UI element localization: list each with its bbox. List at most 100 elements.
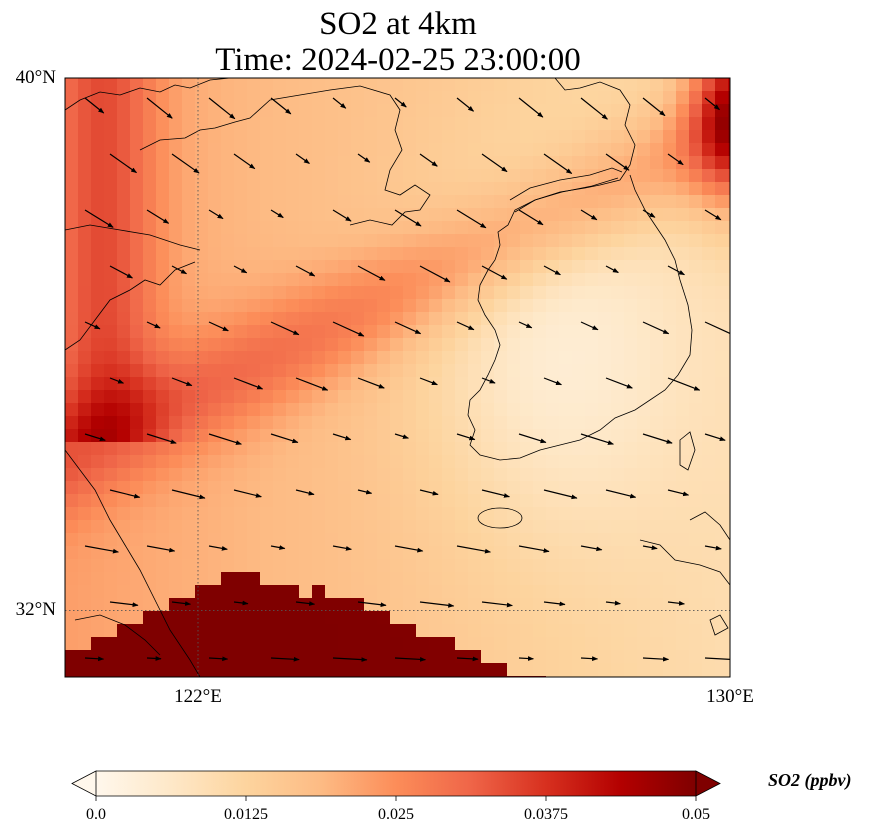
wind-arrow bbox=[642, 97, 666, 117]
wind-arrow bbox=[518, 321, 533, 329]
wind-arrow bbox=[704, 321, 730, 337]
wind-arrow bbox=[394, 209, 422, 227]
wind-arrow bbox=[419, 489, 439, 496]
wind-arrow bbox=[419, 601, 455, 608]
wind-arrow bbox=[704, 209, 722, 221]
wind-arrow bbox=[642, 656, 670, 662]
wind-arrow bbox=[667, 153, 684, 166]
wind-arrow bbox=[233, 489, 262, 498]
wind-arrow bbox=[580, 97, 608, 120]
wind-arrow bbox=[419, 377, 438, 386]
wind-arrow bbox=[481, 377, 496, 384]
wind-arrow bbox=[543, 601, 566, 607]
wind-arrow bbox=[518, 97, 544, 118]
wind-arrow bbox=[270, 97, 292, 115]
wind-arrow bbox=[642, 545, 658, 550]
wind-arrow bbox=[518, 545, 550, 553]
wind-arrow bbox=[233, 377, 264, 390]
wind-arrow bbox=[270, 433, 299, 444]
wind-arrow bbox=[208, 209, 224, 220]
wind-arrow bbox=[704, 433, 726, 441]
wind-arrow bbox=[580, 545, 603, 552]
longitude-label: 130°E bbox=[706, 686, 754, 707]
wind-arrow bbox=[109, 153, 137, 174]
wind-arrow bbox=[332, 433, 352, 441]
wind-arrow bbox=[84, 656, 105, 662]
wind-arrow bbox=[704, 97, 720, 111]
wind-arrow bbox=[171, 265, 188, 275]
wind-arrow bbox=[642, 433, 673, 444]
wind-arrow bbox=[295, 265, 316, 277]
wind-arrow bbox=[543, 489, 578, 500]
wind-arrow bbox=[642, 209, 656, 218]
wind-arrow bbox=[419, 265, 451, 283]
map-title-line1: SO2 at 4km bbox=[319, 6, 477, 42]
wind-arrow bbox=[146, 433, 177, 444]
wind-arrow bbox=[332, 209, 352, 222]
coastline bbox=[65, 78, 730, 677]
wind-arrow bbox=[171, 377, 193, 387]
wind-arrow bbox=[456, 433, 476, 441]
wind-arrow bbox=[605, 265, 619, 274]
wind-arrow bbox=[580, 209, 598, 221]
wind-arrow bbox=[295, 153, 310, 164]
wind-arrow bbox=[518, 209, 544, 226]
latitude-label: 40°N bbox=[15, 67, 56, 88]
wind-arrow bbox=[394, 97, 407, 108]
wind-arrow bbox=[332, 657, 368, 662]
wind-arrow bbox=[394, 545, 424, 553]
wind-arrow bbox=[109, 601, 139, 608]
wind-arrow bbox=[270, 545, 286, 550]
wind-arrow bbox=[394, 657, 427, 662]
wind-arrow bbox=[233, 600, 249, 606]
wind-arrow bbox=[481, 265, 508, 280]
wind-arrow bbox=[146, 209, 170, 224]
colorbar-tick-label: 0.0125 bbox=[224, 806, 268, 823]
wind-arrow bbox=[171, 489, 206, 500]
colorbar-extend-high bbox=[695, 770, 721, 797]
wind-arrow bbox=[518, 656, 534, 661]
wind-arrow bbox=[84, 97, 105, 114]
wind-arrow bbox=[456, 656, 479, 662]
wind-arrow bbox=[357, 489, 373, 495]
wind-arrow bbox=[357, 377, 385, 389]
wind-arrow bbox=[84, 433, 106, 442]
wind-arrow bbox=[518, 433, 547, 444]
wind-arrow bbox=[667, 265, 685, 276]
latitude-label: 32°N bbox=[15, 599, 56, 621]
wind-arrow bbox=[394, 433, 409, 439]
wind-arrow bbox=[605, 489, 637, 499]
wind-arrow bbox=[270, 321, 300, 336]
wind-arrow bbox=[357, 265, 386, 281]
wind-arrow bbox=[208, 656, 229, 662]
wind-arrow bbox=[208, 545, 228, 551]
wind-arrow bbox=[233, 153, 256, 170]
wind-arrow bbox=[456, 97, 475, 112]
wind-arrow bbox=[146, 321, 161, 329]
wind-arrow bbox=[456, 321, 475, 331]
wind-arrow bbox=[109, 265, 133, 279]
colorbar-tick-label: 0.025 bbox=[378, 806, 414, 823]
wind-arrow bbox=[146, 545, 176, 553]
wind-arrow bbox=[171, 601, 192, 606]
wind-arrow bbox=[84, 321, 101, 330]
wind-arrow bbox=[84, 545, 119, 554]
wind-arrow bbox=[580, 433, 614, 445]
so2-concentration-field bbox=[65, 78, 730, 677]
wind-arrow bbox=[332, 545, 352, 551]
wind-arrow bbox=[580, 656, 599, 662]
wind-arrow bbox=[543, 377, 562, 386]
wind-arrow bbox=[295, 601, 316, 606]
wind-arrow bbox=[605, 600, 621, 606]
wind-arrow bbox=[357, 601, 387, 608]
wind-arrow bbox=[667, 600, 685, 606]
wind-arrow bbox=[667, 377, 701, 391]
colorbar-tick-label: 0.05 bbox=[682, 806, 710, 823]
colorbar-extend-low bbox=[71, 770, 97, 797]
wind-arrow bbox=[208, 433, 242, 445]
colorbar-label: SO2 (ppbv) bbox=[768, 770, 852, 790]
wind-arrow bbox=[357, 153, 371, 163]
wind-arrow bbox=[605, 153, 630, 171]
wind-vectors bbox=[84, 97, 730, 662]
